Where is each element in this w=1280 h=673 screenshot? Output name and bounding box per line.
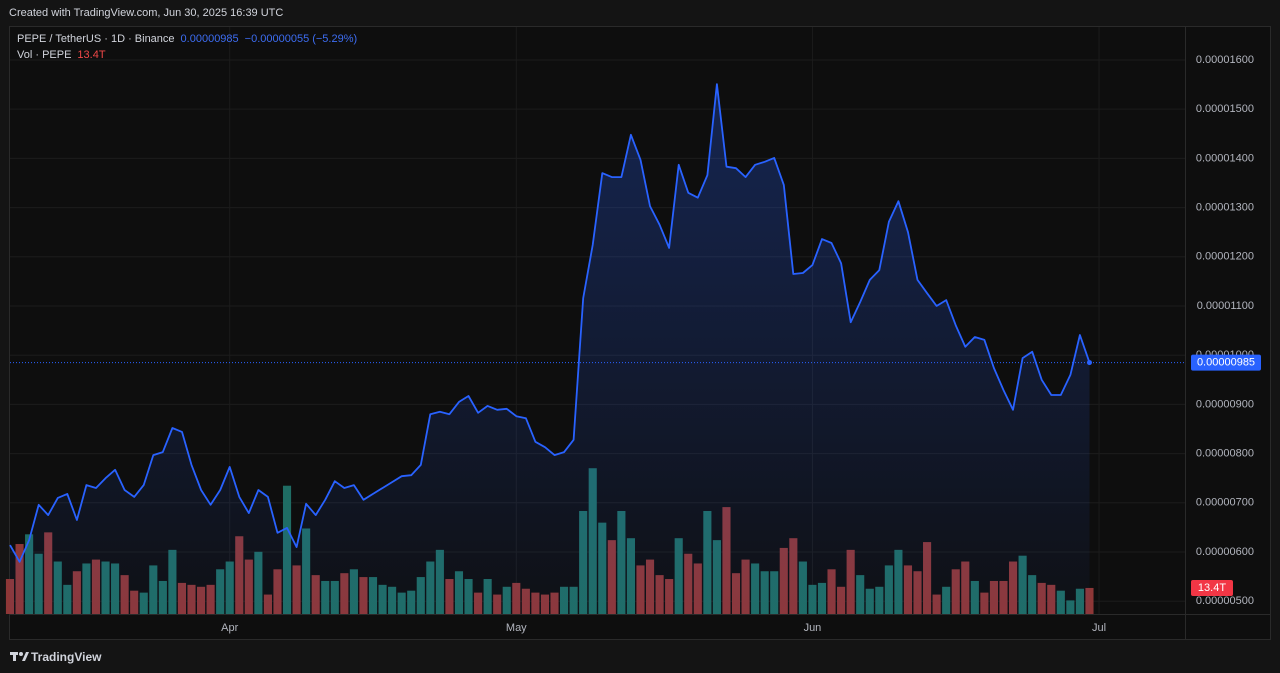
price-line [9,83,1091,563]
y-tick-label: 0.00001300 [1196,201,1254,213]
watermark: Created with TradingView.com, Jun 30, 20… [9,7,284,19]
symbol-legend: PEPE / TetherUS · 1D · Binance 0.0000098… [17,33,357,45]
change-percent: (−5.29%) [312,33,358,45]
y-tick-label: 0.00001600 [1196,54,1254,66]
y-tick-label: 0.00000700 [1196,497,1254,509]
change: −0.00000055 [244,33,310,45]
footer-brand: TradingView [31,650,102,664]
symbol-title: PEPE / TetherUS · 1D · Binance [17,33,175,45]
price-tag [1191,354,1261,371]
volume-legend: Vol · PEPE 13.4T [17,49,106,61]
y-tick-label: 0.00001200 [1196,251,1254,263]
y-tick-label: 0.00000600 [1196,546,1254,558]
price-tag-label: 0.00000985 [1197,356,1255,368]
y-tick-label: 0.00001400 [1196,152,1254,164]
y-tick-label: 0.00000800 [1196,448,1254,460]
volume-tag [1191,579,1233,596]
x-tick-label: Jun [804,622,822,634]
volume-tag-label: 13.4T [1198,582,1226,594]
x-tick-label: Jul [1092,622,1106,634]
footer-logo [10,652,29,661]
volume-title: Vol · PEPE [17,49,72,61]
y-tick-label: 0.00000900 [1196,398,1254,410]
y-tick-label: 0.00001500 [1196,103,1254,115]
x-tick-label: Apr [221,622,238,634]
y-tick-label: 0.00001100 [1197,300,1254,312]
y-tick-label: 0.00000500 [1196,595,1254,607]
volume-last: 13.4T [77,49,106,61]
price-area [10,84,1090,615]
last-price: 0.00000985 [180,33,239,45]
x-tick-label: May [506,622,527,634]
last-point [1086,360,1092,366]
